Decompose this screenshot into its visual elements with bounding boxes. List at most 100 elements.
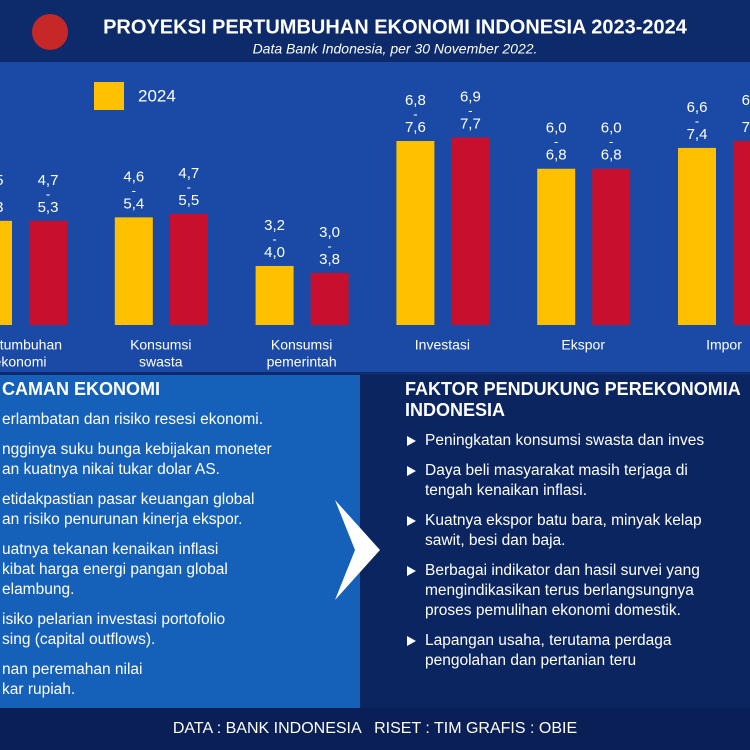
bar [169,213,208,325]
list-line: kibat harga energi pangan global [2,561,228,578]
range-high-label: 6,8 [546,147,567,164]
range-high-label: 5,3 [0,199,3,216]
subtitle: Data Bank Indonesia, per 30 November 202… [253,41,538,57]
list-line: Lapangan usaha, terutama perdaga [425,632,672,649]
title: PROYEKSI PERTUMBUHAN EKONOMI INDONESIA 2… [103,16,688,38]
bar [396,140,435,325]
bar [29,220,67,325]
bar [537,168,576,325]
list-line: kar rupiah. [2,681,76,698]
category-label: Investasi [415,337,470,353]
range-low-label: 6,8 [405,92,426,109]
list-line: pengolahan dan pertanian teru [425,652,637,669]
list-line: tengah kenaikan inflasi. [425,482,588,499]
list-item: uatnya tekanan kenaikan inflasi kibat har… [2,540,360,600]
list-line: Berbagai indikator dan hasil survei yang [425,562,700,579]
list-item: etidakpastian pasar keuangan global an ri… [2,490,360,530]
list-line: Peningkatan konsumsi swasta dan inves [425,432,705,449]
category-label: Konsumsi [130,337,191,353]
list-line: erlambatan dan risiko resesi ekonomi. [2,411,264,428]
list-item: nan peremahan nilai kar rupiah. [2,660,360,700]
list-line: mengindikasikan terus berlangsungnya [425,582,694,599]
range-separator: - [554,134,558,149]
bar [678,147,716,325]
range-high-label: 7,7 [460,115,481,132]
range-high-label: 5,3 [38,199,59,216]
bar [114,217,153,325]
threats-list: erlambatan dan risiko resesi ekonomi. ngg… [0,410,360,700]
title-line: FAKTOR PENDUKUNG PEREKONOMIA [405,379,741,399]
support-panel: FAKTOR PENDUKUNG PEREKONOMIA INDONESIA Pe… [405,375,750,708]
category-label: Konsumsi [271,337,332,353]
range-low-label: 6,0 [546,120,567,137]
list-item: ngginya suku bunga kebijakan moneter an k… [2,440,360,480]
list-line: sing (capital outflows). [2,631,156,648]
range-high-label: 3,8 [319,251,340,268]
list-line: proses pemulihan ekonomi domestik. [425,602,681,619]
range-high-label: 7,6 [405,119,426,136]
range-separator: - [695,113,699,128]
category-label: ekonomi [0,354,46,370]
list-line: Kuatnya ekspor batu bara, minyak kelap [425,512,702,529]
arrow [335,500,380,600]
support-title: FAKTOR PENDUKUNG PEREKONOMIA INDONESIA [405,375,750,421]
range-low-label: 6,9 [460,88,481,105]
list-line: isiko pelarian investasi portofolio [2,611,226,628]
list-line: Daya beli masyarakat masih terjaga di [425,462,688,479]
range-low-label: 4,5 [0,172,3,189]
range-low-label: 3,0 [319,224,340,241]
bar [255,265,294,325]
category-label: Pertumbuhan [0,337,62,353]
bar [451,137,490,325]
range-high-label: 4,0 [264,244,285,261]
bar [310,272,349,325]
list-item: Kuatnya ekspor batu bara, minyak kelap sa… [405,511,750,551]
bar [0,220,12,325]
list-line: elambung. [2,581,75,598]
bar [733,140,750,325]
range-high-label: 7,6 [742,119,750,136]
list-line: uatnya tekanan kenaikan inflasi [2,541,219,558]
logo [32,14,68,50]
range-low-label: 4,7 [178,165,199,182]
footer: DATA : BANK INDONESIA RISET : TIM GRAFIS… [0,708,750,750]
list-item: Peningkatan konsumsi swasta dan inves [405,431,750,451]
range-low-label: 4,7 [38,172,59,189]
range-low-label: 6,6 [687,99,708,116]
range-high-label: 5,5 [178,192,199,209]
range-low-label: 6,0 [601,120,622,137]
legend-label: 2024 [138,86,176,105]
list-item: Lapangan usaha, terutama perdaga pengolah… [405,631,750,671]
list-item: isiko pelarian investasi portofolio sing … [2,610,360,650]
range-separator: - [609,134,613,149]
range-low-label: 3,2 [264,217,285,234]
threats-title: CAMAN EKONOMI [2,379,160,399]
legend-swatch [94,82,124,110]
range-separator: - [327,238,331,253]
range-low-label: 6,8 [742,92,750,109]
bar [592,168,631,325]
list-line: an risiko penurunan kinerja ekspor. [2,511,243,528]
category-label: Impor [706,337,742,353]
range-separator: - [468,103,472,118]
range-high-label: 5,4 [123,195,144,212]
list-line: an kuatnya nikai tukar dolar AS. [2,461,220,478]
list-item: Berbagai indikator dan hasil survei yang… [405,561,750,621]
range-low-label: 4,6 [123,168,144,185]
category-label: pemerintah [267,354,337,370]
threats-panel: CAMAN EKONOMI erlambatan dan risiko rese… [0,375,360,708]
list-line: sawit, besi dan baja. [425,532,566,549]
category-label: swasta [139,354,183,370]
list-line: ngginya suku bunga kebijakan moneter [2,441,272,458]
title-line: INDONESIA [405,400,506,420]
range-separator: - [46,186,50,201]
chart: PROYEKSI PERTUMBUHAN EKONOMI INDONESIA 2… [0,0,750,375]
list-line: etidakpastian pasar keuangan global [2,491,255,508]
list-item: Daya beli masyarakat masih terjaga di ten… [405,461,750,501]
list-item: erlambatan dan risiko resesi ekonomi. [2,410,360,430]
list-line: nan peremahan nilai [2,661,143,678]
range-separator: - [272,231,276,246]
support-list: Peningkatan konsumsi swasta dan inves Day… [405,431,750,671]
category-label: Ekspor [561,337,605,353]
